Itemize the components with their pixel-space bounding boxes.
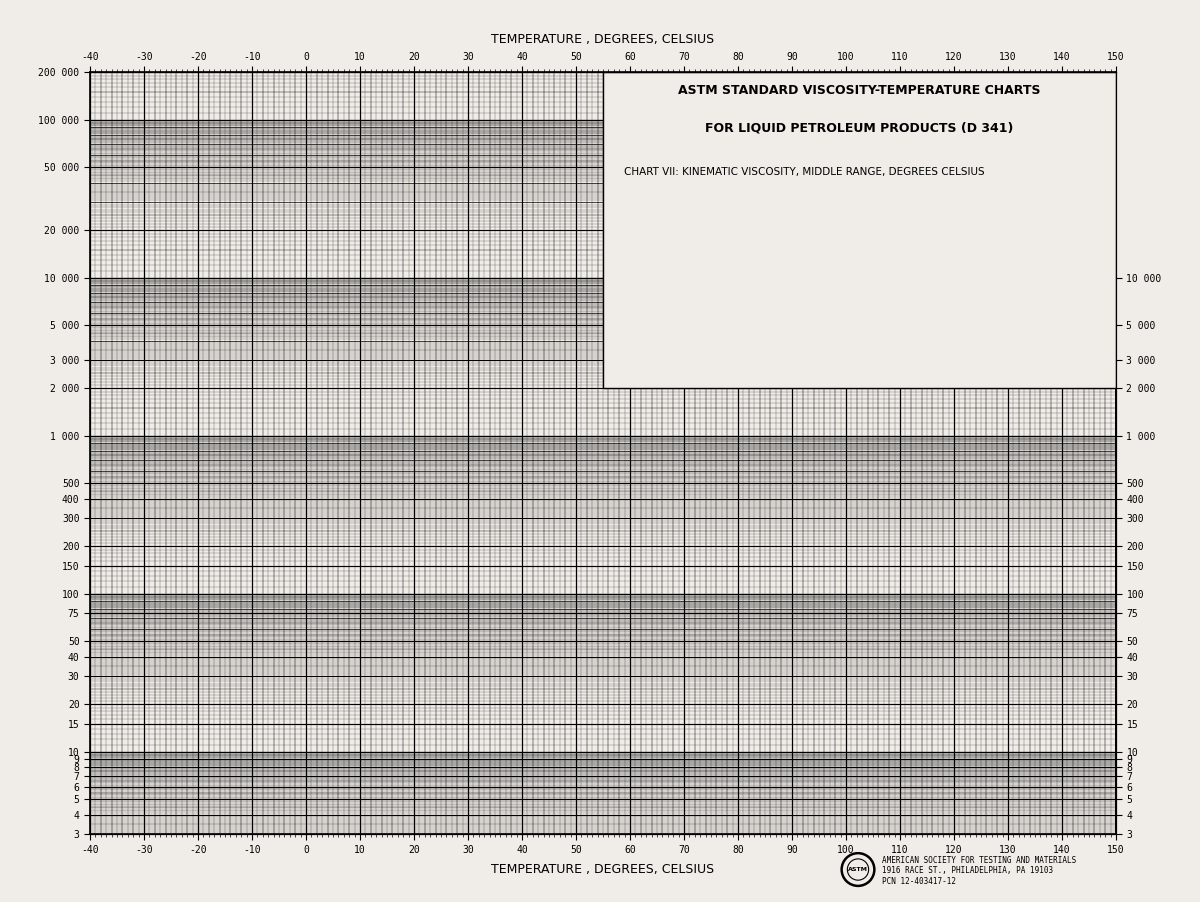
X-axis label: TEMPERATURE , DEGREES, CELSIUS: TEMPERATURE , DEGREES, CELSIUS	[492, 863, 714, 876]
Text: FOR LIQUID PETROLEUM PRODUCTS (D 341): FOR LIQUID PETROLEUM PRODUCTS (D 341)	[706, 122, 1014, 134]
Text: ASTM STANDARD VISCOSITY-TEMPERATURE CHARTS: ASTM STANDARD VISCOSITY-TEMPERATURE CHAR…	[678, 84, 1040, 97]
Bar	[604, 72, 1116, 388]
Title: TEMPERATURE , DEGREES, CELSIUS: TEMPERATURE , DEGREES, CELSIUS	[492, 33, 714, 46]
Text: CHART VII: KINEMATIC VISCOSITY, MIDDLE RANGE, DEGREES CELSIUS: CHART VII: KINEMATIC VISCOSITY, MIDDLE R…	[624, 168, 984, 178]
Text: AMERICAN SOCIETY FOR TESTING AND MATERIALS
1916 RACE ST., PHILADELPHIA, PA 19103: AMERICAN SOCIETY FOR TESTING AND MATERIA…	[882, 856, 1076, 886]
Text: ASTM: ASTM	[848, 867, 868, 872]
